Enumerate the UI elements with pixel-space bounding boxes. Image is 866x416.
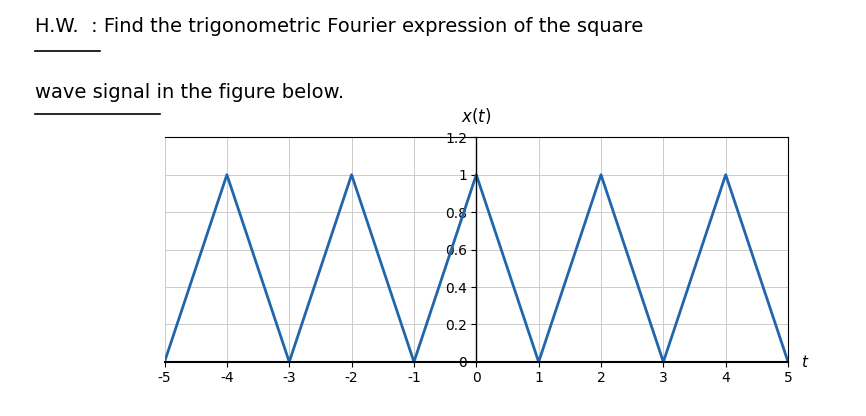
Text: H.W.  : Find the trigonometric Fourier expression of the square: H.W. : Find the trigonometric Fourier ex… xyxy=(35,17,643,36)
Text: $t$: $t$ xyxy=(800,354,809,370)
Text: wave signal in the figure below.: wave signal in the figure below. xyxy=(35,83,344,102)
Text: $x(t)$: $x(t)$ xyxy=(461,106,492,126)
